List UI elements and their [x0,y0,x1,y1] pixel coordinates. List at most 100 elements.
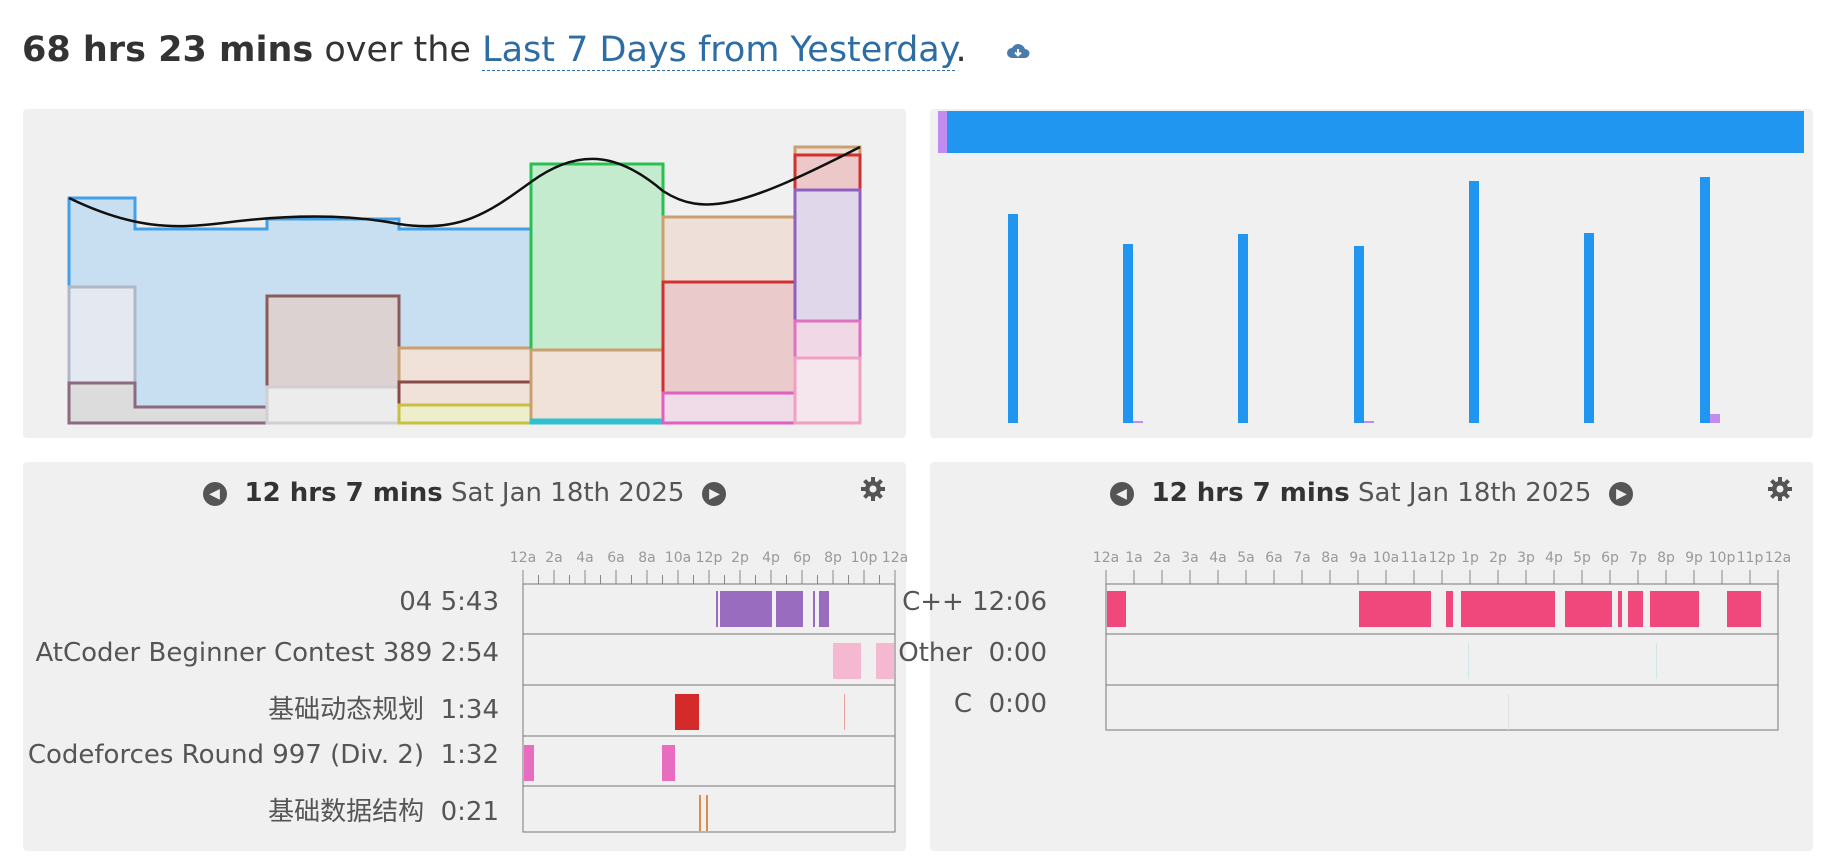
projects-timeline-panel: ◀ 12 hrs 7 mins Sat Jan 18th 2025 ▶ 04 5:4… [23,462,908,851]
area-series-tan2 [529,348,665,425]
time-tick-label: 4p [1545,550,1563,566]
language-row-label: C++ 12:06 [902,587,1047,617]
time-tick-label: 8p [824,550,842,566]
timeline-block[interactable] [833,643,861,679]
daily-bar [1008,214,1018,423]
time-tick-label: 12p [1429,550,1456,566]
project-row-label: 基础动态规划 1:34 [268,695,499,725]
summary-header: 68 hrs 23 mins over the Last 7 Days from… [22,30,1030,71]
daily-bar-other [1133,421,1143,423]
time-tick-label: 4a [1209,550,1227,566]
time-tick-label: 10a [1373,550,1399,566]
time-tick-label: 5a [1237,550,1255,566]
time-tick-label: 5p [1573,550,1591,566]
time-tick-label: 1p [1461,550,1479,566]
time-tick-label: 12a [1765,550,1791,566]
languages-bar-chart [938,111,1804,423]
timeline-block[interactable] [1565,591,1612,627]
time-tick-label: 7a [1293,550,1311,566]
time-tick-label: 12a [1093,550,1119,566]
languages-bar-panel [930,109,1813,438]
project-row-label: 04 5:43 [399,587,499,617]
time-tick-label: 6a [607,550,625,566]
time-tick-label: 8a [638,550,656,566]
day-date: Sat Jan 18th 2025 [1358,478,1592,508]
area-series-pink3 [793,356,862,425]
time-tick-label: 2p [731,550,749,566]
timeline-block[interactable] [844,694,845,730]
timeline-block[interactable] [1359,591,1431,627]
daily-bar-other [1364,421,1374,423]
time-tick-label: 4a [576,550,594,566]
date-range-link[interactable]: Last 7 Days from Yesterday [482,30,956,71]
time-tick-label: 6p [1601,550,1619,566]
cloud-download-icon[interactable] [1006,31,1030,71]
total-time: 68 hrs 23 mins [22,30,314,70]
timeline-block[interactable] [1618,591,1622,627]
timeline-block[interactable] [1628,591,1643,627]
time-tick-label: 12a [882,550,908,566]
area-series-pink [661,391,797,425]
time-tick-label: 9p [1685,550,1703,566]
time-tick-label: 3a [1181,550,1199,566]
gear-icon[interactable] [860,476,886,506]
time-tick-label: 10p [1709,550,1736,566]
prev-day-button[interactable]: ◀ [202,481,227,506]
time-tick-label: 11p [1737,550,1764,566]
timeline-block[interactable] [819,591,829,627]
timeline-block[interactable] [1656,643,1657,679]
day-total: 12 hrs 7 mins [244,478,443,508]
timeline-block[interactable] [776,591,803,627]
daily-bar [1700,177,1710,423]
time-tick-label: 2a [1153,550,1171,566]
timeline-block[interactable] [813,591,815,627]
timeline-block[interactable] [720,591,772,627]
timeline-block[interactable] [706,795,708,831]
timeline-block[interactable] [716,591,718,627]
daily-bar [1469,181,1479,423]
timeline-block[interactable] [1508,694,1509,730]
timeline-block[interactable] [662,745,675,781]
prev-day-button[interactable]: ◀ [1109,481,1134,506]
timeline-block[interactable] [699,795,701,831]
day-navigator: ◀ 12 hrs 7 mins Sat Jan 18th 2025 ▶ [23,478,906,508]
timeline-block[interactable] [1107,591,1126,627]
timeline-block[interactable] [876,643,894,679]
gear-icon[interactable] [1767,476,1793,506]
time-tick-label: 10a [665,550,691,566]
timeline-block[interactable] [1650,591,1699,627]
time-tick-label: 8p [1657,550,1675,566]
time-tick-label: 11a [1401,550,1427,566]
header-period: . [955,30,967,70]
project-row-label: AtCoder Beginner Contest 389 2:54 [35,638,499,668]
total-trend-line [68,145,861,228]
timeline-block[interactable] [1461,591,1555,627]
day-navigator: ◀ 12 hrs 7 mins Sat Jan 18th 2025 ▶ [930,478,1813,508]
time-tick-label: 6p [793,550,811,566]
timeline-block[interactable] [675,694,699,730]
time-tick-label: 2p [1489,550,1507,566]
timeline-block[interactable] [1468,643,1469,679]
day-total: 12 hrs 7 mins [1151,478,1350,508]
timeline-block[interactable] [1727,591,1761,627]
area-series-lightgray [265,385,401,425]
languages-timeline-chart: 12a 1a 2a 3a 4a 5a 6a 7a 8a 9a 10a 11a 12p 1p 2p 3p 4p 5p… [1093,550,1791,731]
timeline-block[interactable] [524,745,534,781]
daily-bar-other [1710,414,1720,423]
next-day-button[interactable]: ▶ [702,481,727,506]
language-row-label: Other 0:00 [898,638,1047,668]
time-tick-label: 12a [510,550,536,566]
time-tick-label: 6a [1265,550,1283,566]
area-series-cyan [529,418,665,425]
timeline-block[interactable] [1446,591,1453,627]
time-tick-label: 12p [696,550,723,566]
next-day-button[interactable]: ▶ [1609,481,1634,506]
header-text: over the [313,30,483,70]
projects-stacked-area-chart [67,145,862,425]
project-row-label: 基础数据结构 0:21 [268,797,499,827]
projects-timeline-chart: 12a 2a 4a 6a 8a 10a 12p 2p 4p 6p 8p 10p 12a [510,550,908,833]
language-row-label: C 0:00 [953,689,1047,719]
time-tick-label: 10p [851,550,878,566]
daily-bar [1238,234,1248,423]
area-series-yellow [397,403,533,425]
